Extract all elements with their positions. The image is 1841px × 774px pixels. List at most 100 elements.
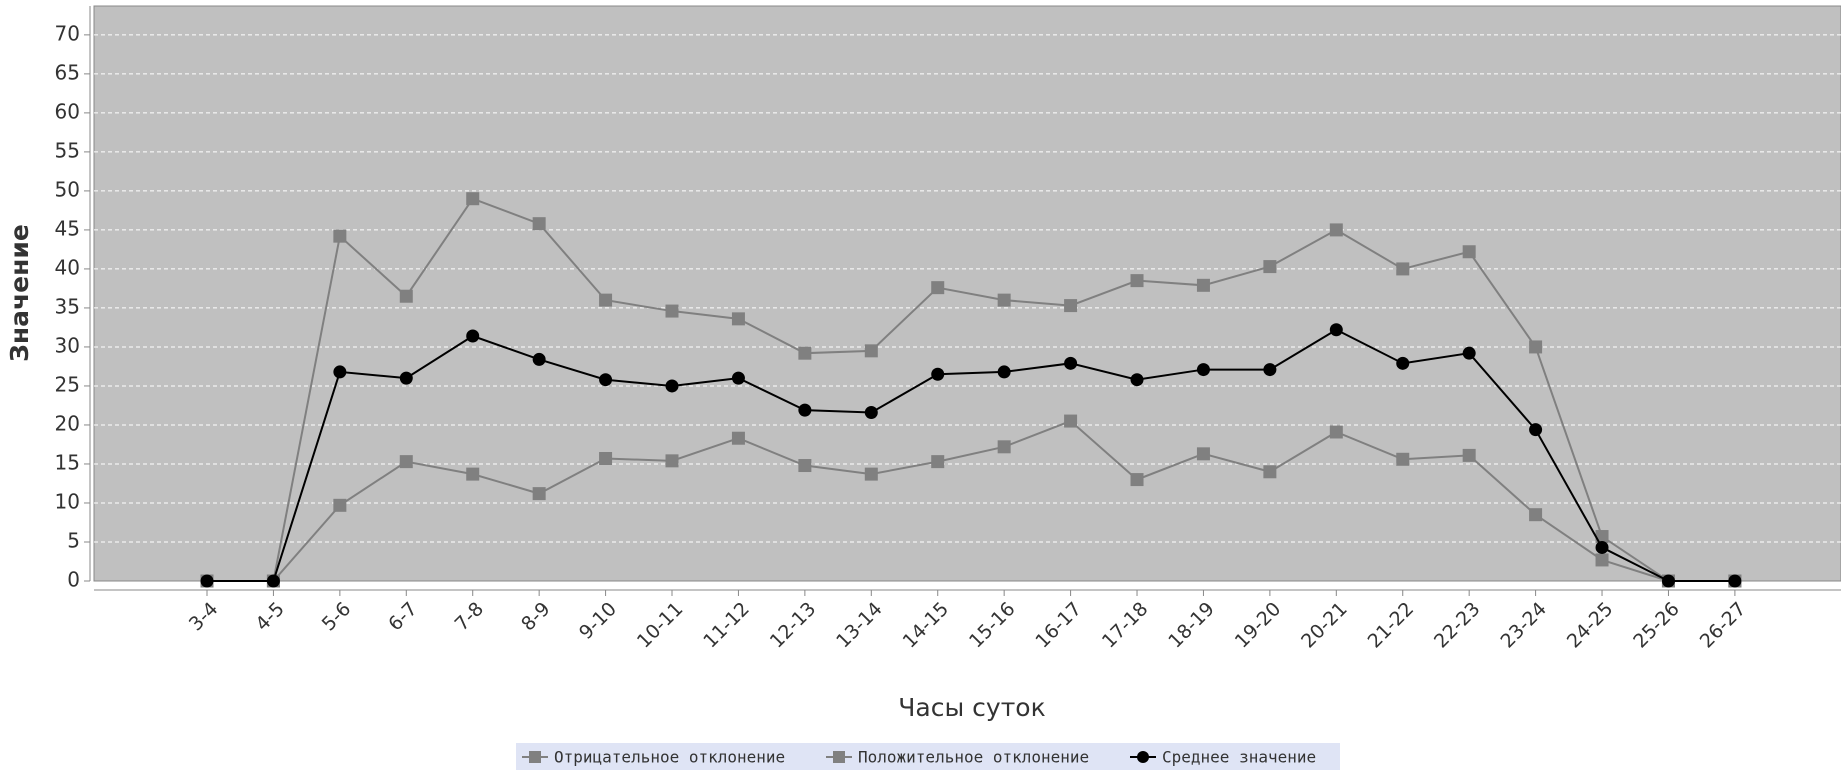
- point: [599, 452, 613, 466]
- legend-label: Среднее значение: [1162, 748, 1316, 767]
- point: [1529, 508, 1543, 522]
- point: [1263, 363, 1277, 377]
- x-tick-label: 6-7: [384, 598, 422, 636]
- series-line: [207, 419, 1735, 582]
- point: [1595, 553, 1609, 567]
- point: [798, 346, 812, 360]
- point: [731, 371, 745, 385]
- point: [1595, 540, 1609, 554]
- y-tick-label: 5: [67, 528, 80, 552]
- point: [731, 431, 745, 445]
- point: [665, 454, 679, 468]
- x-tick-label: 4-5: [251, 598, 289, 636]
- point: [1396, 356, 1410, 370]
- point: [599, 373, 613, 387]
- point: [1196, 447, 1210, 461]
- point: [532, 487, 546, 501]
- point: [997, 440, 1011, 454]
- legend-marker: [529, 751, 541, 763]
- legend-label: Отрицательное отклонение: [554, 748, 785, 767]
- point: [1263, 260, 1277, 274]
- point: [731, 312, 745, 326]
- y-tick-label: 20: [55, 411, 80, 435]
- x-tick-label: 8-9: [517, 598, 555, 636]
- point: [466, 192, 480, 206]
- point: [1728, 574, 1742, 588]
- x-tick-label: 3-4: [185, 598, 223, 636]
- series-line: [207, 328, 1735, 582]
- x-tick-label: 9-10: [575, 598, 621, 644]
- point: [399, 371, 413, 385]
- x-tick-label: 12-13: [766, 598, 821, 653]
- y-tick-label: 25: [55, 372, 80, 396]
- point: [1196, 363, 1210, 377]
- x-tick-label: 25-26: [1629, 598, 1684, 653]
- x-tick-label: 18-19: [1164, 598, 1219, 653]
- x-tick-label: 14-15: [899, 598, 954, 653]
- y-tick-label: 35: [55, 294, 80, 318]
- y-tick-label: 55: [55, 138, 80, 162]
- legend-items: Отрицательное отклонение Положительное от…: [522, 748, 1316, 767]
- y-tick-label: 40: [55, 255, 80, 279]
- point: [1529, 340, 1543, 354]
- point: [864, 405, 878, 419]
- y-tick-label: 15: [55, 450, 80, 474]
- point: [1263, 465, 1277, 479]
- point: [1396, 452, 1410, 466]
- y-tick-label: 0: [67, 568, 80, 592]
- point: [532, 352, 546, 366]
- y-tick-label: 50: [55, 177, 80, 201]
- x-tick-label: 16-17: [1031, 598, 1086, 653]
- point: [532, 217, 546, 231]
- point: [798, 459, 812, 473]
- point: [931, 367, 945, 381]
- point: [333, 498, 347, 512]
- point: [399, 455, 413, 469]
- series-line: [207, 197, 1735, 582]
- point: [864, 467, 878, 481]
- x-tick-label: 17-18: [1098, 598, 1153, 653]
- point: [1130, 373, 1144, 387]
- x-tick-label: 11-12: [699, 598, 754, 653]
- x-axis-title: Часы суток: [898, 693, 1045, 722]
- legend: [516, 743, 1340, 771]
- point: [1329, 323, 1343, 337]
- x-tick-label: 23-24: [1496, 598, 1551, 653]
- y-tick-label: 45: [55, 216, 80, 240]
- point: [1329, 223, 1343, 237]
- point: [665, 379, 679, 393]
- point: [864, 344, 878, 358]
- point: [266, 574, 280, 588]
- point: [1130, 473, 1144, 487]
- legend-marker: [1137, 751, 1149, 763]
- y-tick-label: 70: [55, 21, 80, 45]
- point: [333, 365, 347, 379]
- x-tick-label: 22-23: [1430, 598, 1485, 653]
- point: [399, 289, 413, 303]
- y-tick-label: 60: [55, 99, 80, 123]
- point: [1462, 245, 1476, 259]
- point: [599, 293, 613, 307]
- point: [1064, 414, 1078, 428]
- point: [1462, 448, 1476, 462]
- point: [997, 365, 1011, 379]
- point: [1529, 423, 1543, 437]
- x-tick-label: 19-20: [1231, 598, 1286, 653]
- point: [931, 455, 945, 469]
- x-tick-label: 26-27: [1696, 598, 1751, 653]
- y-tick-label: 30: [55, 333, 80, 357]
- point: [931, 281, 945, 295]
- x-tick-label: 5-6: [318, 598, 356, 636]
- point: [665, 304, 679, 318]
- point: [333, 229, 347, 243]
- point: [466, 467, 480, 481]
- x-tick-label: 20-21: [1297, 598, 1352, 653]
- x-tick-label: 24-25: [1563, 598, 1618, 653]
- point: [1196, 278, 1210, 292]
- point: [1462, 346, 1476, 360]
- y-tick-label: 65: [55, 60, 80, 84]
- x-tick-label: 10-11: [633, 598, 688, 653]
- point: [200, 574, 214, 588]
- point: [466, 329, 480, 343]
